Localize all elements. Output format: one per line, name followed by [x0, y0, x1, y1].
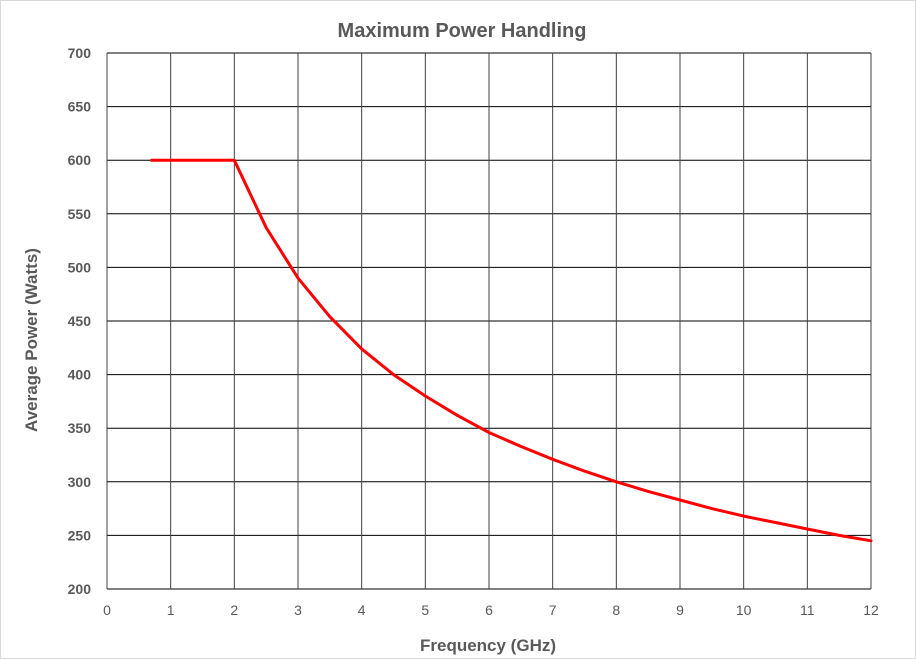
x-tick-label: 6 [485, 602, 493, 618]
chart-title: Maximum Power Handling [338, 20, 587, 42]
series-line [150, 158, 873, 543]
x-tick-label: 4 [358, 602, 366, 618]
x-tick-label: 11 [800, 602, 815, 618]
x-tick-label: 12 [863, 602, 879, 618]
x-tick-label: 9 [676, 602, 684, 618]
x-tick-label: 1 [167, 602, 175, 618]
y-tick-label: 300 [68, 474, 92, 490]
y-tick-label: 700 [68, 45, 92, 61]
grid-lines [106, 52, 872, 590]
y-tick-label: 550 [68, 206, 92, 222]
y-axis-ticks: 200 250 300 350 400 450 500 550 600 650 700 [68, 45, 92, 597]
x-tick-label: 3 [294, 602, 302, 618]
x-tick-label: 10 [736, 602, 752, 618]
y-tick-label: 400 [68, 367, 92, 383]
x-tick-label: 2 [230, 602, 238, 618]
y-tick-label: 600 [68, 152, 92, 168]
y-tick-label: 350 [68, 420, 92, 436]
y-tick-label: 450 [68, 313, 92, 329]
x-tick-label: 0 [103, 602, 111, 618]
y-tick-label: 650 [68, 99, 92, 115]
y-tick-label: 500 [68, 259, 92, 275]
x-tick-label: 8 [612, 602, 620, 618]
x-tick-label: 5 [421, 602, 429, 618]
x-axis-ticks: 0 1 2 3 4 5 6 7 8 9 10 11 12 [103, 602, 879, 618]
x-tick-label: 7 [549, 602, 557, 618]
x-axis-label: Frequency (GHz) [420, 636, 556, 655]
series-layer [150, 158, 873, 543]
y-axis-label: Average Power (Watts) [22, 248, 41, 432]
y-tick-label: 250 [68, 527, 92, 543]
y-tick-label: 200 [68, 581, 92, 597]
